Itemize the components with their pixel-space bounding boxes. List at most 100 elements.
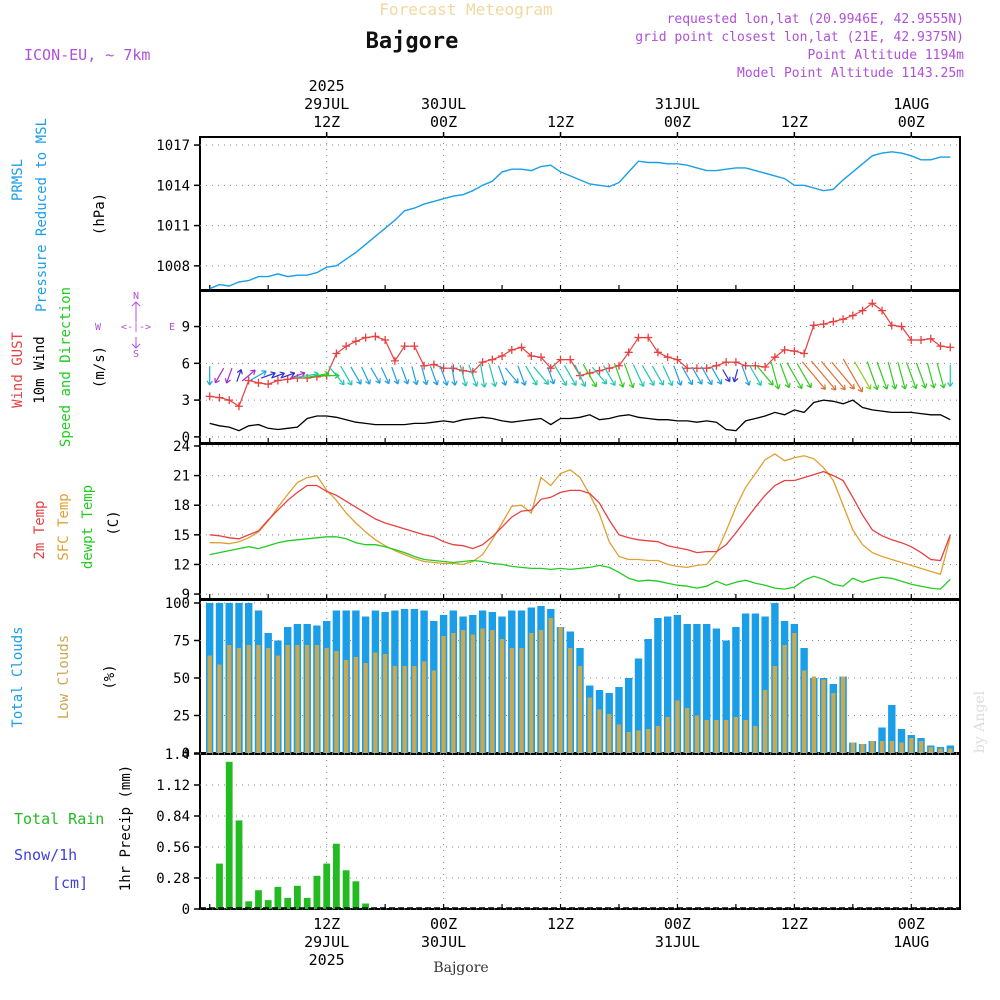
wind-arrow xyxy=(271,371,285,379)
wind-arrow xyxy=(380,367,391,385)
bar-low-clouds xyxy=(792,633,797,753)
bar-low-clouds xyxy=(383,654,388,753)
wind-arrow xyxy=(897,361,908,390)
gust-marker xyxy=(624,348,633,357)
bar-low-clouds xyxy=(782,645,787,753)
wind-arrow xyxy=(361,366,371,385)
bar-total-clouds xyxy=(712,628,721,753)
bar-low-clouds xyxy=(704,720,709,753)
wind-arrow xyxy=(250,370,267,381)
bar-rain xyxy=(225,761,233,910)
y-tick-label: 1008 xyxy=(156,259,190,275)
wind-arrow xyxy=(602,365,616,387)
gust-marker xyxy=(420,361,429,370)
gust-marker xyxy=(429,360,438,369)
bar-low-clouds xyxy=(499,639,505,753)
bar-rain xyxy=(274,886,282,909)
wind-arrow xyxy=(280,371,296,379)
wind-arrow xyxy=(429,365,439,386)
gust-marker xyxy=(829,317,838,326)
bar-total-clouds xyxy=(703,624,711,753)
wind-arrow xyxy=(517,365,527,386)
wind-unit: (m/s) xyxy=(92,346,108,388)
wind-arrow xyxy=(574,364,587,388)
wind-direction-label: Speed and Direction xyxy=(58,287,74,447)
wind-arrow xyxy=(451,365,458,386)
gust-marker xyxy=(254,378,263,387)
y-tick-label: 6 xyxy=(182,356,190,372)
gust-marker xyxy=(712,361,721,370)
bar-low-clouds xyxy=(509,648,514,753)
bar-low-clouds xyxy=(714,720,719,753)
bar-low-clouds xyxy=(363,663,368,753)
location-title: Bajgore xyxy=(366,29,459,54)
bar-low-clouds xyxy=(850,742,855,753)
bar-rain xyxy=(264,900,272,909)
snow-unit-label: [cm] xyxy=(52,874,88,892)
gust-marker xyxy=(449,364,458,373)
bar-total-clouds xyxy=(664,616,672,753)
time-label-top: 00Z xyxy=(898,113,925,131)
wind-arrow xyxy=(842,358,864,393)
total-clouds-label: Total Clouds xyxy=(10,626,26,727)
bar-low-clouds xyxy=(266,648,271,753)
gust-marker xyxy=(790,347,799,356)
bar-low-clouds xyxy=(831,693,836,753)
wind-arrow xyxy=(749,365,762,387)
bar-low-clouds xyxy=(665,717,670,753)
gust-marker xyxy=(819,320,828,329)
gridpoint-coords: grid point closest lon,lat (21E, 42.9375… xyxy=(635,30,964,45)
wind-arrow xyxy=(926,362,937,389)
bar-low-clouds xyxy=(441,636,446,753)
wind-arrow xyxy=(641,365,655,387)
gust-marker xyxy=(410,342,419,351)
y-tick-label: 0.84 xyxy=(156,809,190,825)
bar-total-clouds xyxy=(761,616,769,753)
bar-low-clouds xyxy=(753,726,758,753)
wind-arrow xyxy=(681,366,694,386)
time-label-bottom: 00Z xyxy=(898,915,925,933)
time-label-bottom: 29JUL xyxy=(304,933,349,951)
gust-marker xyxy=(741,361,750,370)
wind-arrow xyxy=(370,367,381,384)
y-tick-label: 75 xyxy=(173,634,190,650)
wind-arrow xyxy=(391,366,400,385)
wind-arrow xyxy=(779,363,791,389)
gust-marker xyxy=(264,380,273,389)
bar-low-clouds xyxy=(558,627,563,753)
wind-arrow xyxy=(887,361,898,390)
bar-total-clouds xyxy=(722,640,730,753)
time-label-bottom: 12Z xyxy=(313,915,340,933)
bar-low-clouds xyxy=(840,676,846,753)
bar-total-clouds xyxy=(732,627,740,753)
wind-arrow xyxy=(915,362,928,389)
bar-rain xyxy=(303,897,311,909)
y-tick-label: 0.56 xyxy=(156,840,190,856)
time-label-top: 00Z xyxy=(664,113,691,131)
wind-arrow xyxy=(563,365,577,387)
bar-total-clouds xyxy=(683,624,691,753)
bar-total-clouds xyxy=(625,678,633,753)
wind-arrow xyxy=(439,365,449,386)
wind-arrow xyxy=(623,363,635,389)
gust-marker xyxy=(917,336,926,345)
bar-total-clouds xyxy=(741,613,750,753)
chart-title: Forecast Meteogram xyxy=(379,0,552,19)
wind-arrow xyxy=(810,360,837,391)
y-tick-label: 1.12 xyxy=(156,778,190,794)
time-label-bottom: 00Z xyxy=(430,915,457,933)
time-label-bottom: 2025 xyxy=(309,951,345,969)
wind-arrow xyxy=(214,367,225,384)
snow-label: Snow/1h xyxy=(14,846,77,864)
wind-arrow xyxy=(732,369,739,383)
pressure-label-short: PRMSL xyxy=(10,159,26,201)
bar-rain xyxy=(255,890,262,909)
gust-marker xyxy=(400,342,409,351)
wind-arrow xyxy=(400,366,410,385)
bar-low-clouds xyxy=(675,700,680,753)
panel-frame-temp xyxy=(199,443,961,600)
y-tick-label: 50 xyxy=(173,671,190,687)
bar-low-clouds xyxy=(909,738,914,753)
bar-total-clouds xyxy=(634,658,643,753)
wind-arrow xyxy=(206,366,213,386)
